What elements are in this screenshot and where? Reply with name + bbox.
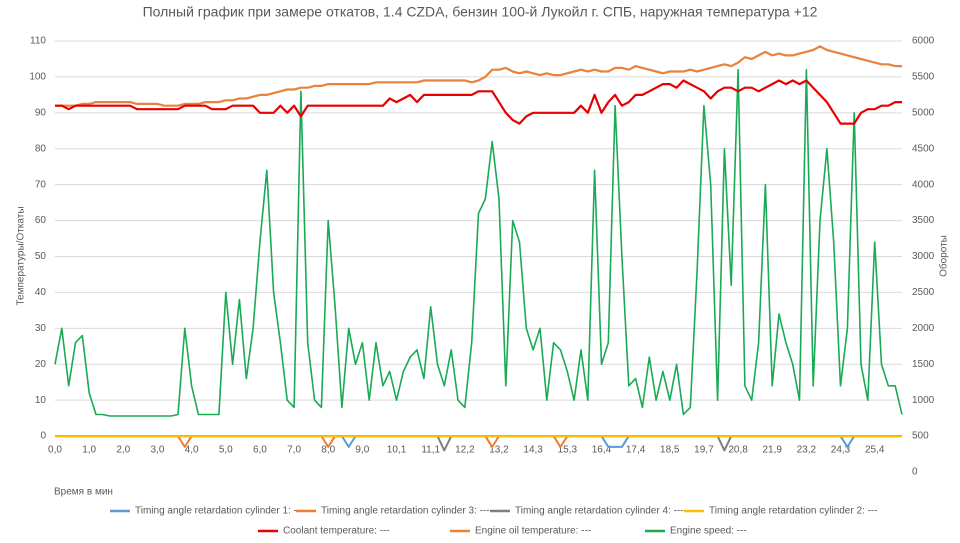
x-tick-label: 5,0 [219,445,233,456]
y-tick-label: 100 [29,72,46,83]
y-tick-label: 90 [35,107,47,118]
legend-label: Timing angle retardation cylinder 1: --- [135,506,304,517]
y2-tick-label: 3000 [912,251,935,262]
x-tick-label: 0,0 [48,445,62,456]
x-tick-label: 6,0 [253,445,267,456]
x-tick-label: 23,2 [797,445,817,456]
y2-tick-label: 5500 [912,72,935,83]
x-tick-label: 15,3 [558,445,578,456]
y2-tick-label: 1000 [912,395,935,406]
x-tick-label: 11,1 [421,445,440,456]
x-tick-label: 24,3 [831,445,851,456]
x-tick-label: 3,0 [151,445,165,456]
x-tick-label: 8,0 [321,445,335,456]
y-tick-label: 20 [35,359,47,370]
x-tick-label: 25,4 [865,445,885,456]
y-tick-label: 40 [35,287,47,298]
x-tick-label: 1,0 [82,445,96,456]
y-tick-label: 50 [35,251,47,262]
y2-tick-label: 4000 [912,179,935,190]
series-line [55,79,902,125]
x-tick-label: 17,4 [626,445,646,456]
x-axis-label: Время в мин [54,487,113,498]
y-tick-label: 0 [40,431,46,442]
y-axis-label: Температуры/Откаты [16,206,27,305]
y2-tick-label: 5000 [912,107,935,118]
x-tick-label: 18,5 [660,445,680,456]
y2-axis-label: Обороты [938,235,950,277]
y-tick-label: 80 [35,143,47,154]
series-line [55,45,902,107]
x-tick-label: 9,0 [355,445,369,456]
y2-tick-label: 500 [912,431,929,442]
chart-title: Полный график при замере откатов, 1.4 CZ… [143,4,818,20]
legend-label: Timing angle retardation cylinder 4: --- [515,506,684,517]
y-tick-label: 60 [35,215,47,226]
x-tick-label: 16,4 [592,445,612,456]
y2-tick-label: 6000 [912,36,935,47]
y-tick-label: 10 [35,395,47,406]
y2-tick-label: 1500 [912,359,935,370]
y2-tick-label: 2000 [912,323,935,334]
x-tick-label: 2,0 [116,445,130,456]
legend-label: Engine oil temperature: --- [475,526,591,537]
y-tick-label: 30 [35,323,47,334]
y2-tick-label: 4500 [912,143,935,154]
x-tick-label: 4,0 [185,445,199,456]
x-tick-label: 13,2 [489,445,509,456]
series-line [54,68,903,417]
legend-label: Timing angle retardation cylinder 2: --- [709,506,878,517]
y2-tick-label: 2500 [912,287,935,298]
y2-tick-label: 3500 [912,215,935,226]
x-tick-label: 14,3 [523,445,543,456]
legend-label: Coolant temperature: --- [283,526,390,537]
x-tick-label: 20,8 [728,445,748,456]
y-tick-label: 70 [35,179,47,190]
legend-label: Timing angle retardation cylinder 3: --- [321,506,490,517]
y-tick-label: 110 [30,36,46,47]
y2-tick-label: 0 [912,467,918,478]
legend-label: Engine speed: --- [670,526,747,537]
x-tick-label: 7,0 [287,445,301,456]
x-tick-label: 19,7 [694,445,714,456]
x-tick-label: 21,9 [762,445,782,456]
x-tick-label: 10,1 [387,445,407,456]
x-tick-label: 12,2 [455,445,475,456]
